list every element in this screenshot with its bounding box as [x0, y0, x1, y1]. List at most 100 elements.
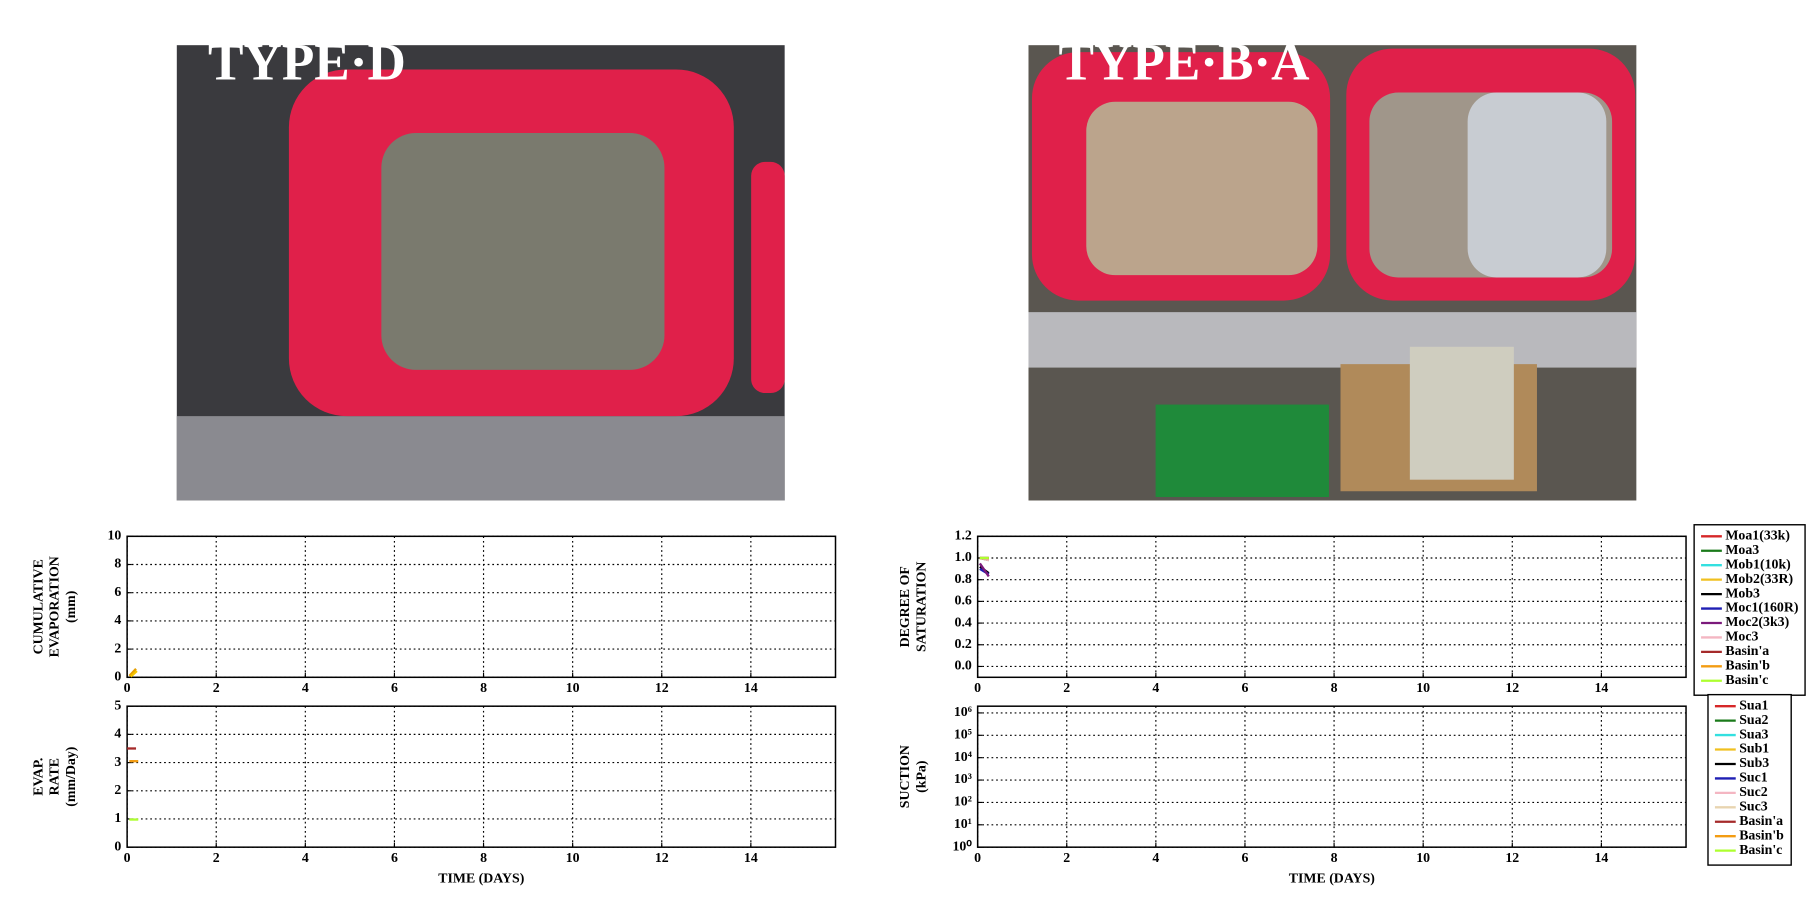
y-tick-label: 8 [114, 556, 121, 571]
x-tick-label: 2 [1063, 850, 1070, 865]
y-axis-label: EVAP. [30, 758, 45, 796]
legend-label: Moa3 [1725, 542, 1759, 557]
legend-label: Suc2 [1739, 784, 1768, 799]
y-tick-label: 5 [114, 697, 121, 712]
x-tick-label: 2 [1063, 680, 1070, 695]
x-tick-label: 14 [1594, 680, 1608, 695]
y-axis-label: CUMULATIVE [30, 559, 45, 654]
y-axis-label: (mm/Day) [63, 747, 79, 807]
legend-label: Moa1(33k) [1725, 528, 1790, 544]
series-line [128, 668, 137, 677]
legend-label: Sua2 [1739, 712, 1768, 727]
plot-frame [126, 705, 837, 848]
legend-label: Mob2(33R) [1725, 571, 1793, 587]
y-axis-label: EVAPORATION [47, 556, 62, 657]
y-tick-label: 0.2 [955, 636, 972, 651]
x-tick-label: 8 [480, 680, 487, 695]
photo-left: TYPE·D [176, 33, 785, 501]
x-tick-label: 0 [974, 680, 981, 695]
x-tick-label: 12 [655, 850, 669, 865]
legend-label: Basin'b [1725, 658, 1770, 673]
y-axis-label: (mm) [63, 591, 79, 623]
legend-label: Suc1 [1739, 770, 1768, 785]
y-tick-label: 0.6 [955, 593, 972, 608]
x-tick-label: 12 [1505, 680, 1519, 695]
y-tick-label: 10² [954, 794, 972, 809]
x-tick-label: 2 [213, 850, 220, 865]
legend-label: Sua3 [1739, 726, 1768, 741]
x-tick-label: 12 [655, 680, 669, 695]
x-tick-label: 6 [1241, 850, 1248, 865]
plot-frame [126, 535, 837, 679]
legend-label: Basin'c [1725, 672, 1768, 687]
y-tick-label: 4 [114, 726, 121, 741]
y-axis-label: DEGREE OF [897, 566, 912, 647]
legend-label: Basin'b [1739, 827, 1784, 842]
photo-title: TYPE·B·A [1059, 33, 1310, 91]
y-axis-label: RATE [47, 758, 62, 795]
x-tick-label: 10 [566, 850, 580, 865]
y-axis-label: SATURATION [913, 562, 928, 652]
y-tick-label: 10 [107, 528, 121, 543]
x-tick-label: 10 [1416, 680, 1430, 695]
x-tick-label: 0 [974, 850, 981, 865]
x-axis-label: TIME (DAYS) [1289, 871, 1375, 887]
legend-label: Sub3 [1739, 755, 1769, 770]
x-tick-label: 10 [566, 680, 580, 695]
series-line [129, 670, 138, 678]
y-tick-label: 2 [114, 782, 121, 797]
legend-label: Basin'a [1739, 813, 1783, 828]
legend-label: Suc3 [1739, 798, 1768, 813]
y-tick-label: 0.0 [955, 658, 972, 673]
y-tick-label: 0.8 [955, 571, 972, 586]
plot-frame [976, 535, 1687, 679]
legend-label: Basin'c [1739, 842, 1782, 857]
x-tick-label: 6 [391, 850, 398, 865]
y-tick-label: 1.0 [955, 549, 972, 564]
y-tick-label: 10⁴ [954, 749, 973, 764]
plot-frame [976, 705, 1687, 848]
y-tick-label: 0 [114, 668, 121, 683]
y-tick-label: 10⁵ [954, 726, 972, 741]
y-tick-label: 10¹ [954, 816, 972, 831]
y-axis-label: (kPa) [913, 761, 929, 793]
y-tick-label: 10⁰ [952, 838, 972, 853]
x-tick-label: 6 [1241, 680, 1248, 695]
y-tick-label: 6 [114, 584, 121, 599]
y-tick-label: 2 [114, 640, 121, 655]
y-tick-label: 10³ [954, 771, 972, 786]
legend-label: Mob1(10k) [1725, 556, 1790, 572]
y-tick-label: 10⁶ [954, 704, 972, 719]
y-tick-label: 0.4 [955, 614, 972, 629]
y-tick-label: 1.2 [955, 528, 972, 543]
y-tick-label: 1 [114, 810, 121, 825]
photo-right: TYPE·B·A [1028, 33, 1637, 501]
x-tick-label: 0 [124, 680, 131, 695]
y-axis-label: SUCTION [897, 745, 912, 808]
x-tick-label: 8 [1331, 850, 1338, 865]
series-line [978, 562, 990, 578]
x-tick-label: 6 [391, 680, 398, 695]
x-tick-label: 4 [1152, 680, 1159, 695]
x-axis-label: TIME (DAYS) [438, 871, 524, 887]
legend-label: Moc3 [1725, 629, 1758, 644]
x-tick-label: 8 [1331, 680, 1338, 695]
x-tick-label: 10 [1416, 850, 1430, 865]
x-tick-label: 0 [124, 850, 131, 865]
x-tick-label: 4 [302, 850, 309, 865]
legend: Sua1Sua2Sua3Sub1Sub3Suc1Suc2Suc3Basin'aB… [1707, 693, 1792, 866]
x-tick-label: 4 [1152, 850, 1159, 865]
legend-label: Moc2(3k3) [1725, 614, 1789, 630]
photo-title: TYPE·D [208, 33, 406, 91]
x-tick-label: 12 [1505, 850, 1519, 865]
y-tick-label: 4 [114, 612, 121, 627]
legend-label: Sua1 [1739, 697, 1768, 712]
x-tick-label: 14 [744, 850, 758, 865]
legend-label: Basin'a [1725, 643, 1769, 658]
x-tick-label: 4 [302, 680, 309, 695]
legend-label: Mob3 [1725, 585, 1760, 600]
x-tick-label: 2 [213, 680, 220, 695]
x-tick-label: 8 [480, 850, 487, 865]
legend: Moa1(33k)Moa3Mob1(10k)Mob2(33R)Mob3Moc1(… [1693, 524, 1806, 696]
